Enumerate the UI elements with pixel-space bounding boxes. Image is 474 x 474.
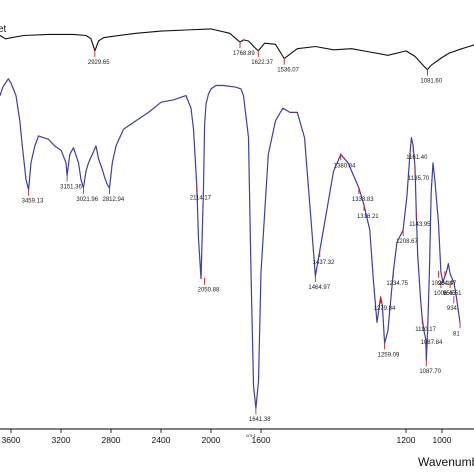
peak-label: 3021.96	[76, 197, 98, 203]
peak-label: 1279.84	[374, 306, 396, 312]
peak-label: 1006.45	[434, 291, 456, 297]
peak-label: 3459.13	[22, 199, 44, 205]
peak-markers: 2929.65 1768.89 1622.37 1536.07 1081.60 3459.…	[22, 41, 462, 423]
peak-label: 81	[453, 331, 460, 337]
peak-label: 1768.89	[233, 51, 255, 57]
peak-label: 2929.65	[88, 60, 110, 66]
x-tick-label: 1600	[252, 435, 271, 445]
peak-label: 2050.88	[198, 288, 220, 294]
x-tick-label: 1200	[397, 435, 416, 445]
peak-label: 1143.95	[409, 222, 431, 228]
peak-label: 1464.97	[308, 285, 330, 291]
x-axis-unit: cm-1	[246, 433, 256, 438]
trace-label-et: et	[0, 24, 7, 35]
peak-label: 1259.09	[378, 352, 400, 358]
series-line-blue	[0, 78, 461, 409]
peak-label: 1333.83	[352, 197, 374, 203]
x-tick-label: 2800	[102, 435, 121, 445]
peak-label: 1161.40	[406, 155, 428, 161]
peak-label: 1380.84	[334, 163, 356, 169]
x-tick-label: 3200	[52, 435, 71, 445]
peak-label: 1208.67	[396, 239, 418, 245]
peak-label: 1316.21	[357, 214, 379, 220]
peak-label: 1087.84	[421, 340, 443, 346]
peak-label: 1641.38	[249, 417, 271, 423]
peak-label: 1622.37	[251, 60, 273, 66]
peak-label: 2812.94	[103, 197, 125, 203]
peak-label: 3151.36	[60, 184, 82, 190]
x-tick-label: 2400	[152, 435, 171, 445]
peak-label: 984.47	[438, 281, 457, 287]
x-tick-label: 3600	[2, 435, 21, 445]
peak-label: 1110.17	[415, 327, 436, 333]
plot-area: 3600 3200 2800 2400 2000 1600 1200 1000 2929.65…	[0, 28, 474, 445]
peak-label: 955.51	[443, 291, 462, 297]
peak-label: 1536.07	[277, 68, 299, 74]
peak-label: 2114.17	[190, 195, 212, 201]
peak-label: 1081.60	[420, 79, 442, 85]
peak-label: 1020.10	[431, 281, 453, 287]
series-lines	[0, 28, 474, 409]
x-tick-label: 2000	[202, 435, 221, 445]
peak-label: 1437.32	[313, 260, 335, 266]
x-axis-title: Wavenumber	[418, 455, 474, 469]
peak-label: 934.	[447, 306, 459, 312]
peak-label: 1087.70	[419, 369, 441, 375]
peak-label: 1135.70	[408, 176, 430, 182]
series-line-et	[0, 28, 474, 71]
x-tick-label: 1000	[433, 435, 452, 445]
peak-label: 1234.75	[386, 281, 408, 287]
x-axis-ticks: 3600 3200 2800 2400 2000 1600 1200 1000	[2, 429, 452, 445]
